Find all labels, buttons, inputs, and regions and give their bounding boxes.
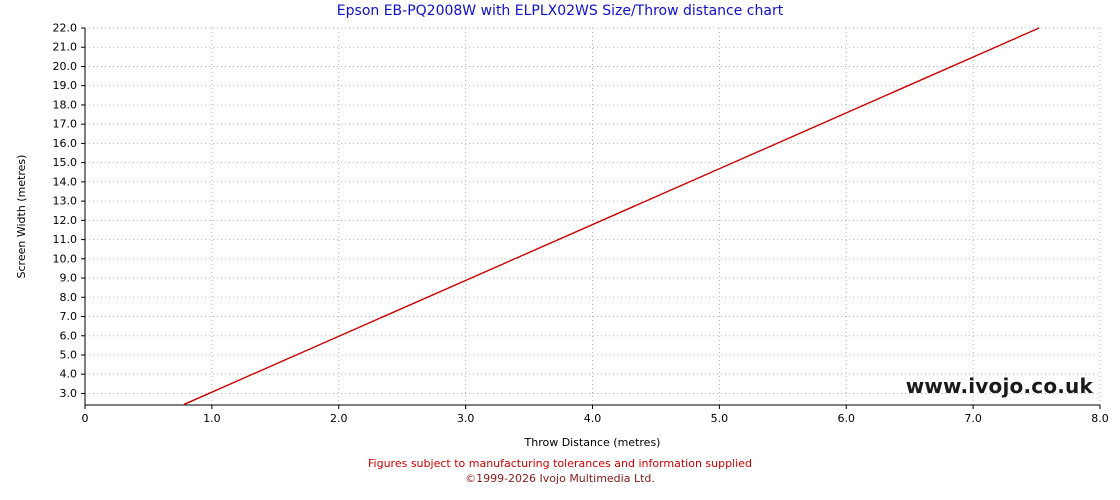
y-tick-label: 5.0 [60, 348, 78, 361]
x-tick-label: 2.0 [330, 412, 348, 425]
y-tick-label: 10.0 [53, 252, 78, 265]
y-tick-label: 18.0 [53, 98, 78, 111]
y-tick-label: 13.0 [53, 195, 78, 208]
y-tick-label: 22.0 [53, 22, 78, 35]
x-tick-label: 3.0 [457, 412, 475, 425]
y-tick-label: 17.0 [53, 118, 78, 131]
footer-disclaimer: Figures subject to manufacturing toleran… [368, 457, 752, 470]
x-tick-label: 5.0 [711, 412, 729, 425]
x-tick-label: 6.0 [838, 412, 856, 425]
y-tick-label: 20.0 [53, 60, 78, 73]
series-line [183, 27, 1040, 406]
watermark: www.ivojo.co.uk [905, 374, 1093, 398]
y-tick-label: 15.0 [53, 156, 78, 169]
y-tick-label: 16.0 [53, 137, 78, 150]
y-tick-label: 7.0 [60, 310, 78, 323]
y-axis-title: Screen Width (metres) [15, 155, 28, 279]
y-tick-label: 21.0 [53, 41, 78, 54]
x-tick-label: 0 [82, 412, 89, 425]
x-tick-label: 7.0 [964, 412, 982, 425]
y-tick-label: 11.0 [53, 233, 78, 246]
y-tick-label: 4.0 [60, 368, 78, 381]
footer-copyright: ©1999-2026 Ivojo Multimedia Ltd. [465, 472, 655, 485]
y-tick-label: 6.0 [60, 329, 78, 342]
chart-canvas: 0 1.0 2.0 3.0 4.0 5.0 6.0 7.0 8.0 3.0 4.0 5.0 6.0 7.0… [15, 22, 1109, 450]
y-tick-label: 8.0 [60, 291, 78, 304]
x-tick-label: 8.0 [1091, 412, 1109, 425]
y-tick-label: 12.0 [53, 214, 78, 227]
y-tick-label: 19.0 [53, 79, 78, 92]
y-tick-label: 9.0 [60, 272, 78, 285]
chart-title: Epson EB-PQ2008W with ELPLX02WS Size/Thr… [336, 3, 784, 19]
x-tick-label: 4.0 [584, 412, 602, 425]
x-tick-label: 1.0 [203, 412, 221, 425]
x-axis-title: Throw Distance (metres) [524, 436, 661, 449]
y-tick-label: 14.0 [53, 175, 78, 188]
y-tick-label: 3.0 [60, 387, 78, 400]
